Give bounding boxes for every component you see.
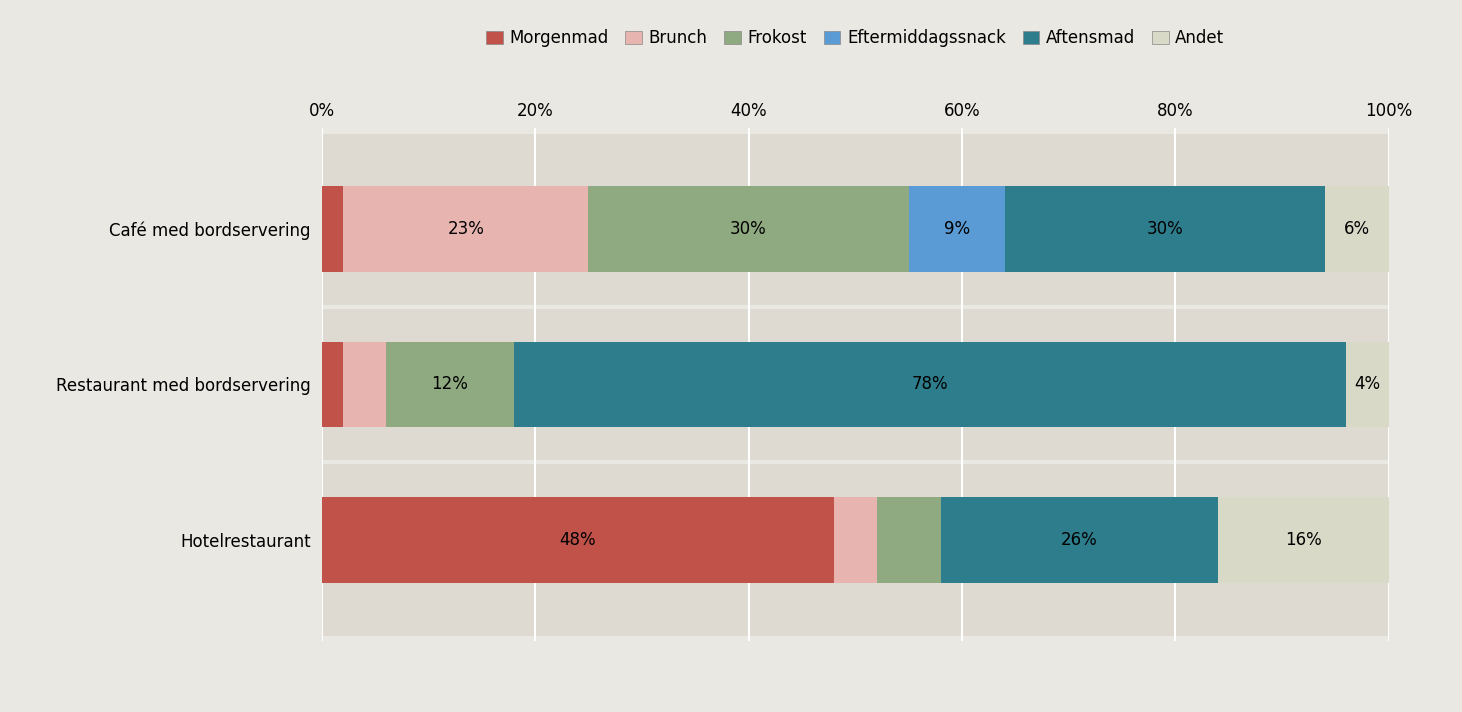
- Bar: [908, 187, 1004, 272]
- Text: 4%: 4%: [1354, 375, 1380, 394]
- Text: 12%: 12%: [431, 375, 468, 394]
- Bar: [344, 187, 588, 272]
- Bar: [386, 342, 513, 427]
- Bar: [322, 497, 833, 582]
- Bar: [513, 342, 1347, 427]
- Bar: [588, 187, 908, 272]
- Text: 9%: 9%: [943, 220, 969, 238]
- Bar: [1004, 187, 1325, 272]
- Text: 78%: 78%: [912, 375, 949, 394]
- Bar: [940, 497, 1218, 582]
- Text: 30%: 30%: [730, 220, 768, 238]
- Text: 48%: 48%: [560, 531, 596, 549]
- Bar: [322, 342, 344, 427]
- Text: 26%: 26%: [1061, 531, 1098, 549]
- Text: 6%: 6%: [1344, 220, 1370, 238]
- Bar: [344, 342, 386, 427]
- Bar: [1325, 187, 1389, 272]
- Bar: [322, 187, 344, 272]
- Bar: [1347, 342, 1389, 427]
- Text: 30%: 30%: [1146, 220, 1183, 238]
- Text: 23%: 23%: [447, 220, 484, 238]
- Bar: [833, 497, 877, 582]
- Bar: [877, 497, 940, 582]
- Legend: Morgenmad, Brunch, Frokost, Eftermiddagssnack, Aftensmad, Andet: Morgenmad, Brunch, Frokost, Eftermiddags…: [480, 23, 1231, 54]
- Text: 16%: 16%: [1285, 531, 1322, 549]
- Bar: [1218, 497, 1389, 582]
